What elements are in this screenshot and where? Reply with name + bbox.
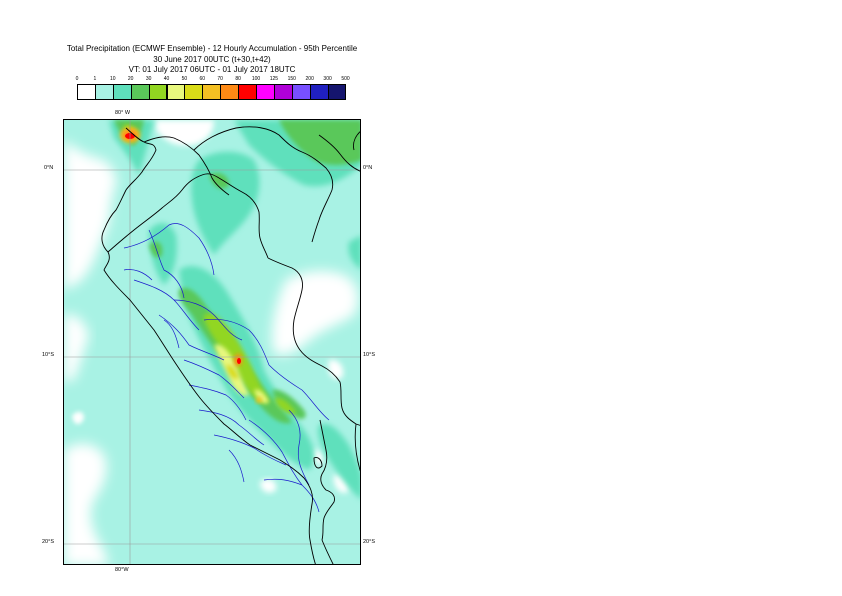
legend-swatch <box>291 84 311 100</box>
chart-title: Total Precipitation (ECMWF Ensemble) - 1… <box>0 44 424 76</box>
legend-tick-label: 300 <box>323 76 332 82</box>
legend-tick-label: 60 <box>199 76 206 82</box>
legend-tick-label: 100 <box>251 76 261 82</box>
map-panel <box>63 119 361 565</box>
legend-swatch <box>166 84 186 100</box>
legend-swatch <box>77 84 96 100</box>
legend-swatch <box>273 84 293 100</box>
lat-label-left-0: 0°N <box>44 165 54 171</box>
legend-swatch <box>184 84 204 100</box>
precipitation-map <box>64 120 360 564</box>
legend-swatch <box>94 84 114 100</box>
lon-label-top: 80° W <box>115 110 131 116</box>
legend-tick-label: 20 <box>127 76 134 82</box>
legend-swatch <box>148 84 168 100</box>
legend-swatch <box>238 84 257 100</box>
lat-label-right-20: 20°S <box>363 539 375 545</box>
legend-swatch <box>309 84 329 100</box>
legend-tick-label: 1 <box>93 76 97 82</box>
legend-swatch <box>327 84 347 100</box>
legend-tick-label: 30 <box>145 76 152 82</box>
title-line-2: 30 June 2017 00UTC (t+30,t+42) <box>153 54 271 64</box>
legend-swatch <box>130 84 150 100</box>
country-borders <box>101 126 360 564</box>
legend-tick-label: 200 <box>305 76 314 82</box>
legend-tick-label: 10 <box>110 76 116 82</box>
department-boundaries <box>123 223 330 513</box>
legend-swatch <box>112 84 132 100</box>
legend-tick-label: 150 <box>287 76 296 82</box>
legend-swatch <box>220 84 240 100</box>
legend-tick-label: 70 <box>217 76 223 82</box>
legend-tick-label: 40 <box>163 76 170 82</box>
title-line-1: Total Precipitation (ECMWF Ensemble) - 1… <box>66 44 358 53</box>
lat-label-left-10: 10°S <box>42 352 54 358</box>
title-line-3: VT: 01 July 2017 06UTC - 01 July 2017 18… <box>128 65 296 74</box>
legend-swatch <box>256 84 275 100</box>
legend-tick-label: 125 <box>269 76 279 82</box>
lon-label-bottom: 80°W <box>115 567 129 573</box>
lat-label-right-0: 0°N <box>363 165 373 171</box>
graticule <box>64 120 360 564</box>
legend-tick-label: 0 <box>75 76 79 82</box>
legend-tick-label: 80 <box>235 76 241 82</box>
legend-swatch <box>202 84 222 100</box>
legend-tick-label: 50 <box>181 76 188 82</box>
legend-tick-label: 500 <box>341 76 350 82</box>
lat-label-left-20: 20°S <box>42 539 54 545</box>
lat-label-right-10: 10°S <box>363 352 375 358</box>
